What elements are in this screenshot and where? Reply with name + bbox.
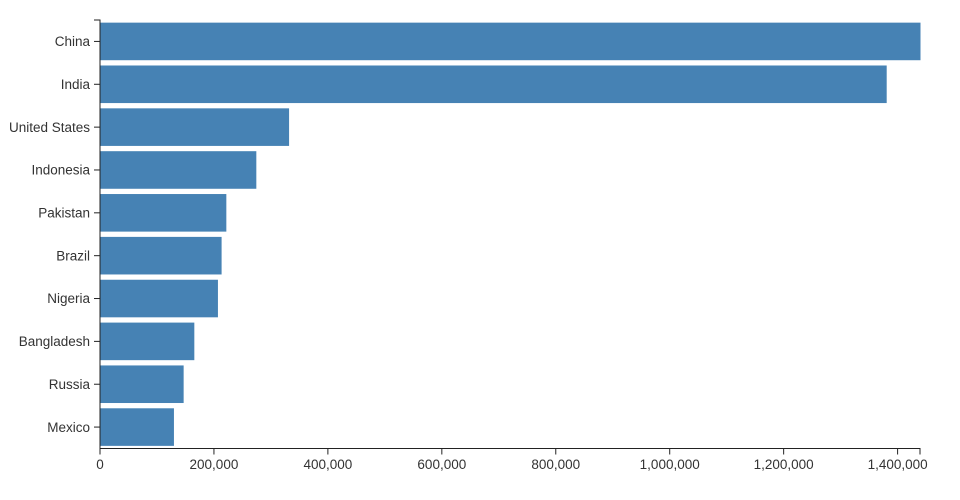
y-axis-label-united-states: United States xyxy=(9,120,90,135)
y-axis-label-brazil: Brazil xyxy=(56,248,90,263)
x-axis-label-0: 0 xyxy=(96,457,104,472)
y-axis-label-mexico: Mexico xyxy=(47,420,90,435)
y-axis-label-india: India xyxy=(61,77,91,92)
bar-indonesia xyxy=(100,151,257,189)
y-axis-label-russia: Russia xyxy=(49,377,91,392)
y-axis-label-indonesia: Indonesia xyxy=(31,163,90,178)
y-axis-label-china: China xyxy=(55,34,91,49)
bar-brazil xyxy=(100,236,222,275)
bar-mexico xyxy=(100,408,174,446)
x-axis-label-1200000: 1,200,000 xyxy=(754,457,814,472)
y-axis-label-pakistan: Pakistan xyxy=(38,206,90,221)
bar-bangladesh xyxy=(100,322,195,361)
y-axis-label-nigeria: Nigeria xyxy=(47,291,90,306)
bar-china xyxy=(100,22,921,61)
bar-pakistan xyxy=(100,194,227,232)
x-axis-label-400000: 400,000 xyxy=(303,457,352,472)
bars-group xyxy=(100,22,921,446)
bar-nigeria xyxy=(100,279,218,318)
bar-india xyxy=(100,65,887,104)
bar-united-states xyxy=(100,108,290,146)
x-axis-label-1400000: 1,400,000 xyxy=(868,457,928,472)
x-axis: 0 200,000 400,000 600,000 800,000 1,000,000 1,… xyxy=(96,448,928,472)
x-axis-label-800000: 800,000 xyxy=(531,457,580,472)
bar-russia xyxy=(100,365,184,404)
x-axis-label-200000: 200,000 xyxy=(190,457,239,472)
x-axis-label-1000000: 1,000,000 xyxy=(640,457,700,472)
x-axis-label-600000: 600,000 xyxy=(417,457,466,472)
y-axis: China India United States Indonesia Pakistan… xyxy=(9,19,101,449)
y-axis-label-bangladesh: Bangladesh xyxy=(19,334,90,349)
